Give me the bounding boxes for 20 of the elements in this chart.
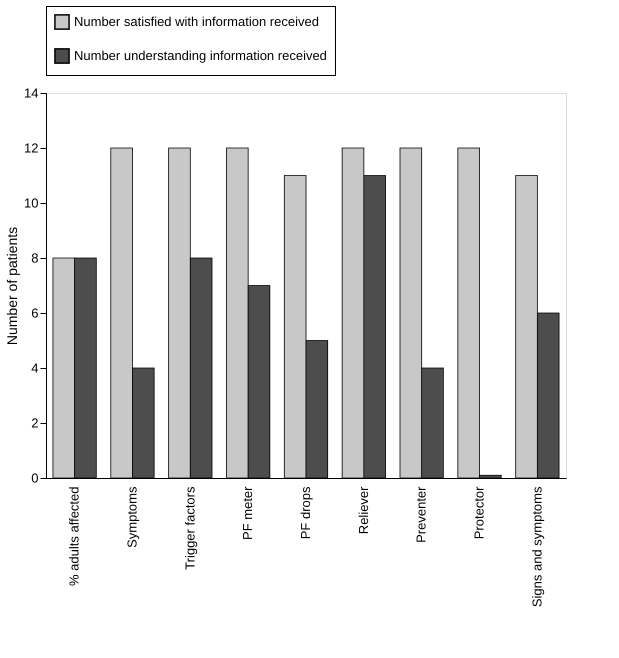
x-tick-label: Protector [472,486,487,540]
y-tick-label: 10 [24,196,38,210]
x-tick-label: Symptoms [124,486,140,548]
y-tick-label: 0 [31,470,38,486]
legend-label: Number satisfied with information received [74,14,319,29]
x-tick-label: % adults affected [66,486,82,586]
y-tick-label: 8 [31,250,38,266]
y-tick-label: 14 [24,86,38,100]
x-tick-label: Reliever [356,486,371,534]
x-tick-label: PF drops [298,486,313,540]
x-tick-label: Signs and symptoms [529,486,544,608]
y-axis-title: Number of patients [4,226,20,346]
x-tick-label: Trigger factors [182,486,198,570]
x-tick-label: PF meter [240,486,256,540]
y-tick-label: 4 [31,360,38,376]
x-tick-label: Preventer [414,486,429,543]
legend-label: Number understanding information received [74,48,327,63]
y-tick-label: 6 [31,306,38,320]
y-tick-label: 2 [31,416,38,430]
y-tick-label: 12 [24,140,38,156]
